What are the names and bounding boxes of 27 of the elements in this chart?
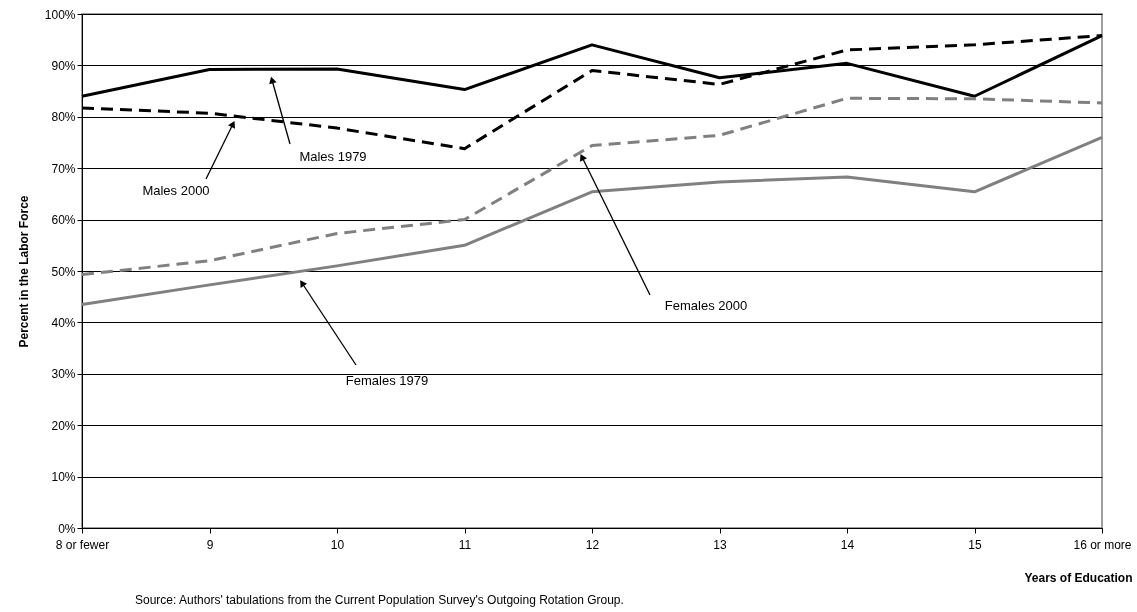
y-tick-label: 70% xyxy=(51,161,76,176)
y-tick-label: 0% xyxy=(58,521,76,536)
x-tick-label: 8 or fewer xyxy=(55,537,110,552)
x-tick-label: 16 or more xyxy=(1073,537,1132,552)
x-tick-label: 15 xyxy=(968,537,982,552)
x-axis-title: Years of Education xyxy=(1024,570,1133,585)
y-tick-label: 10% xyxy=(51,470,76,485)
x-tick-label: 13 xyxy=(713,537,727,552)
x-tick-label: 10 xyxy=(330,537,345,552)
y-axis-title: Percent in the Labor Force xyxy=(16,195,31,348)
y-tick-label: 90% xyxy=(51,58,76,73)
text: Males 1979 xyxy=(299,149,367,164)
text: Males 2000 xyxy=(142,183,210,198)
text: Females 1979 xyxy=(345,373,429,388)
x-tick-label: 9 xyxy=(206,537,214,552)
y-tick-label: 80% xyxy=(51,110,76,125)
source-note: Source: Authors' tabulations from the Current Population Survey's Outgoing Rotation Group. xyxy=(135,593,624,607)
text: Females 2000 xyxy=(664,298,748,313)
y-tick-label: 20% xyxy=(51,418,76,433)
x-tick-label: 12 xyxy=(585,537,600,552)
y-tick-label: 60% xyxy=(51,213,76,228)
y-tick-label: 50% xyxy=(51,264,76,279)
x-tick-label: 11 xyxy=(458,537,472,552)
y-tick-label: 40% xyxy=(51,315,76,330)
y-tick-label: 30% xyxy=(51,367,76,382)
y-tick-label: 100% xyxy=(44,7,76,22)
x-tick-label: 14 xyxy=(840,537,855,552)
